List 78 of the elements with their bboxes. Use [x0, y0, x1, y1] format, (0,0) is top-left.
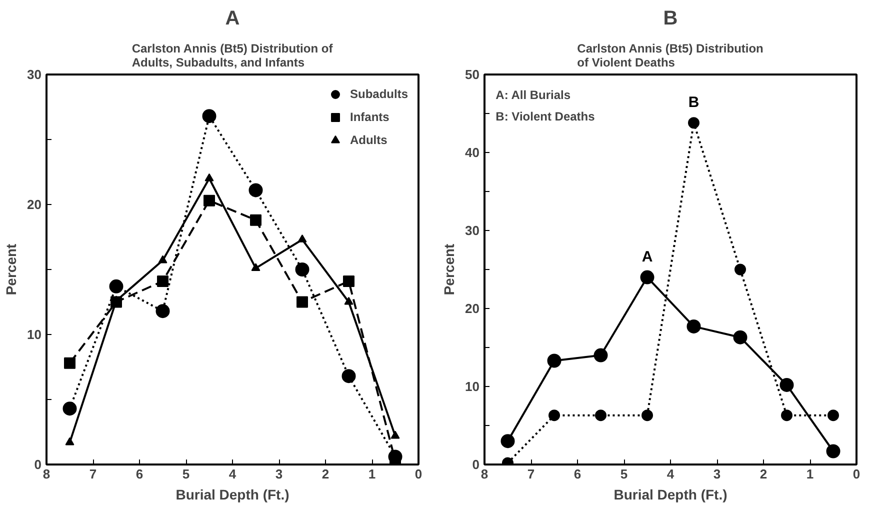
y-tick-label: 30	[27, 67, 42, 82]
series-label: B	[688, 94, 700, 111]
point	[780, 378, 794, 392]
point	[156, 304, 170, 318]
point	[500, 434, 515, 448]
point	[158, 255, 168, 264]
y-tick-label: 20	[465, 301, 480, 316]
point	[64, 357, 76, 369]
point	[733, 330, 748, 344]
point	[295, 262, 310, 276]
chart-subtitle: Carlston Annis (Bt5) Distribution of Violent Deaths	[577, 42, 764, 70]
point	[109, 279, 124, 294]
x-tick-label: 0	[852, 466, 860, 482]
point	[640, 270, 654, 284]
x-tick-label: 3	[275, 466, 283, 482]
point	[734, 264, 746, 276]
point	[594, 348, 608, 362]
point	[248, 183, 263, 198]
x-tick-label: 7	[89, 466, 97, 482]
y-axis-title: Percent	[441, 243, 458, 296]
point	[343, 275, 354, 287]
point	[204, 194, 215, 206]
y-tick-label: 10	[465, 379, 480, 394]
point	[251, 263, 260, 272]
x-tick-label: 5	[620, 466, 628, 482]
y-tick-label: 20	[27, 197, 42, 212]
chart-subtitle: Carlston Annis (Bt5) Distribution of Adults, Subadults, and Infants	[132, 42, 334, 70]
point	[344, 296, 354, 305]
point	[548, 410, 560, 422]
point	[390, 430, 400, 439]
legend-label: Adults	[350, 133, 388, 147]
y-tick-label: 10	[27, 327, 42, 342]
x-tick-label: 6	[574, 466, 582, 482]
y-tick-label: 0	[34, 457, 42, 472]
x-tick-label: 8	[480, 466, 488, 482]
point	[342, 369, 356, 384]
annotation: B: Violent Deaths	[496, 109, 596, 124]
chart-title: A	[225, 8, 240, 30]
point	[642, 410, 653, 422]
point	[826, 444, 840, 458]
x-tick-label: 6	[136, 466, 144, 482]
chart-title: B	[663, 8, 678, 30]
point	[298, 234, 307, 242]
point	[686, 319, 701, 334]
x-tick-label: 1	[368, 466, 376, 482]
x-tick-label: 0	[414, 466, 422, 482]
x-tick-label: 1	[806, 466, 814, 482]
point	[595, 410, 606, 422]
x-axis-title: Burial Depth (Ft.)	[614, 486, 728, 502]
point	[250, 214, 262, 226]
point	[688, 117, 700, 129]
x-tick-label: 2	[760, 466, 768, 482]
point	[202, 109, 216, 124]
x-tick-label: 4	[666, 466, 675, 482]
annotation: A: All Burials	[496, 88, 571, 102]
series-label: A	[642, 248, 653, 266]
point	[781, 410, 792, 422]
legend-label: Infants	[350, 110, 390, 124]
point	[65, 437, 74, 446]
y-tick-label: 0	[472, 457, 480, 472]
y-tick-label: 30	[465, 223, 480, 238]
x-tick-label: 3	[713, 466, 721, 482]
x-tick-label: 5	[182, 466, 190, 482]
legend-label: Subadults	[350, 87, 408, 101]
y-tick-label: 50	[465, 67, 480, 82]
x-axis-title: Burial Depth (Ft.)	[176, 486, 290, 502]
x-tick-label: 7	[527, 466, 535, 482]
point	[62, 402, 77, 416]
y-axis-title: Percent	[3, 243, 20, 296]
x-tick-label: 4	[228, 466, 237, 482]
y-tick-label: 40	[465, 145, 480, 160]
point	[828, 410, 839, 422]
point	[296, 296, 308, 308]
x-tick-label: 2	[322, 466, 330, 482]
x-tick-label: 8	[42, 466, 50, 482]
point	[547, 354, 562, 368]
point	[204, 173, 214, 182]
point	[157, 275, 168, 287]
